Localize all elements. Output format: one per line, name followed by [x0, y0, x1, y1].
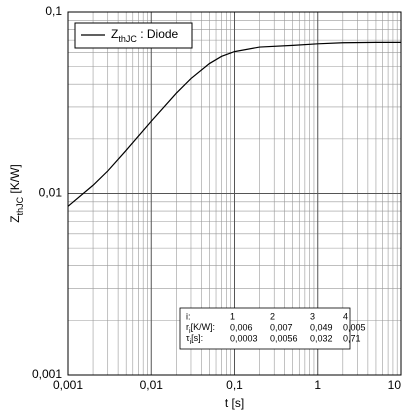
table-cell: 3 — [310, 311, 315, 321]
text-subscript: thJC — [118, 34, 137, 44]
x-tick-label: 1 — [314, 378, 321, 392]
text-base: Z — [111, 27, 118, 41]
rich-text: τi[s]: — [186, 333, 203, 346]
x-tick-label: 10 — [388, 378, 402, 392]
plot-frame — [67, 11, 402, 376]
text-base: Z — [8, 215, 22, 222]
table-cell: 0,0003 — [230, 333, 258, 343]
x-axis-label: t [s] — [225, 396, 244, 410]
table-cell: 0,007 — [270, 322, 293, 332]
text-subscript: i — [190, 339, 192, 346]
text-rest: [K/W]: — [191, 322, 216, 332]
x-tick-label: 0,001 — [53, 378, 83, 392]
table-cell: 0,71 — [343, 333, 361, 343]
series-line — [67, 41, 401, 207]
text-base: r — [186, 322, 189, 332]
y-tick-label: 0,001 — [32, 367, 62, 381]
table-cell: 2 — [270, 311, 275, 321]
rich-text: ZthJC [K/W] — [8, 164, 25, 223]
text-subscript: i — [189, 328, 191, 335]
table-cell: 1 — [230, 311, 235, 321]
text-base: τ — [186, 333, 190, 343]
table-cell: 0,005 — [343, 322, 366, 332]
table-cell: 0,049 — [310, 322, 333, 332]
x-tick-label: 0,01 — [140, 378, 164, 392]
text-rest: [K/W] — [8, 164, 22, 197]
text-rest: : Diode — [137, 27, 179, 41]
y-tick-label: 0,01 — [39, 186, 63, 200]
y-tick-label: 0,1 — [45, 4, 62, 18]
table-cell: 4 — [343, 311, 348, 321]
rich-text: ri[K/W]: — [186, 322, 215, 335]
table-cell: 0,006 — [230, 322, 253, 332]
table-cell: 0,0056 — [270, 333, 298, 343]
table-box — [179, 307, 351, 350]
table-cell: 0,032 — [310, 333, 333, 343]
text-subscript: thJC — [15, 196, 25, 215]
text-rest: [s]: — [191, 333, 203, 343]
x-tick-label: 0,1 — [226, 378, 243, 392]
rich-text: ZthJC : Diode — [111, 27, 179, 44]
table-cell: i: — [186, 311, 191, 321]
